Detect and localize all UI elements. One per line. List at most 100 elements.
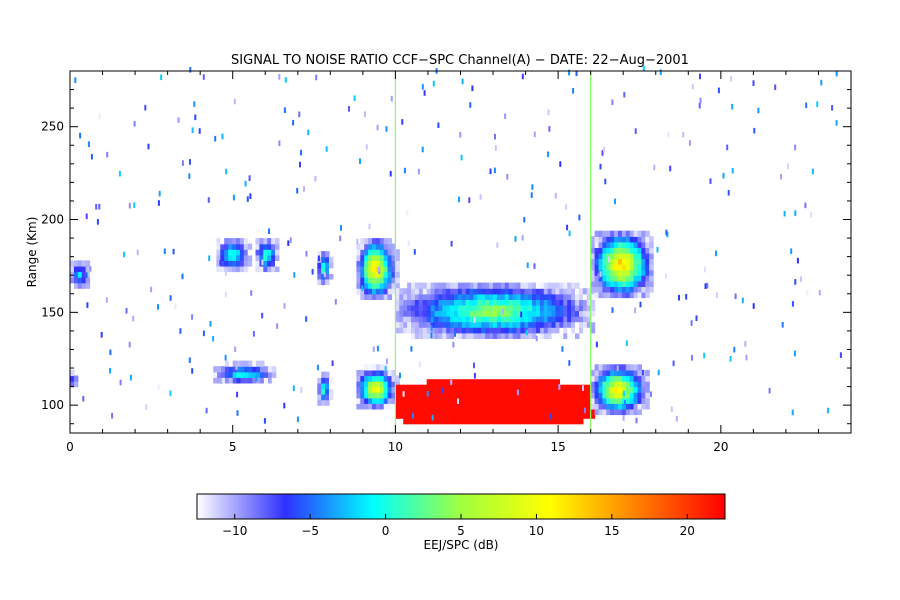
heatmap-cell xyxy=(575,310,580,317)
heatmap-cell xyxy=(426,316,432,323)
heatmap-cell xyxy=(390,95,393,102)
heatmap-cell xyxy=(364,243,369,250)
heatmap-cell xyxy=(217,371,222,378)
heatmap-cell xyxy=(568,69,570,76)
heatmap-cell xyxy=(395,304,400,312)
heatmap-cell xyxy=(500,412,506,419)
heatmap-cell xyxy=(256,371,261,378)
heatmap-cell xyxy=(489,327,494,334)
heatmap-cell xyxy=(379,364,385,371)
heatmap-region-echo-upper-5.7 xyxy=(255,238,280,273)
heatmap-cell xyxy=(383,381,389,388)
heatmap-cell xyxy=(244,180,247,187)
heatmap-cell xyxy=(457,418,463,425)
heatmap-cell xyxy=(299,161,301,168)
heatmap-cell xyxy=(321,278,326,286)
heatmap-cell xyxy=(128,202,131,209)
heatmap-cell xyxy=(450,390,455,397)
heatmap-cell xyxy=(263,371,269,378)
heatmap-cell xyxy=(563,293,568,300)
heatmap-cell xyxy=(625,252,631,260)
heatmap-cell xyxy=(438,418,443,425)
heatmap-cell xyxy=(438,288,443,295)
heatmap-cell xyxy=(235,364,238,370)
heatmap-cell xyxy=(383,392,389,399)
heatmap-cell xyxy=(800,276,802,282)
heatmap-cell xyxy=(508,327,514,334)
heatmap-cell xyxy=(504,401,510,408)
heatmap-cell xyxy=(364,254,369,261)
heatmap-cell xyxy=(520,379,525,386)
heatmap-cells xyxy=(70,65,842,433)
heatmap-cell xyxy=(524,310,529,317)
heatmap-cell xyxy=(575,316,580,323)
heatmap-cell xyxy=(442,321,447,328)
heatmap-cell xyxy=(438,401,443,408)
heatmap-cell xyxy=(70,265,75,273)
heatmap-cell xyxy=(465,407,471,414)
heatmap-cell xyxy=(430,327,436,334)
heatmap-cell xyxy=(422,384,428,391)
heatmap-cell xyxy=(810,211,813,218)
heatmap-cell xyxy=(567,316,572,323)
heatmap-cell xyxy=(675,416,678,422)
heatmap-cell xyxy=(539,288,545,295)
heatmap-cell xyxy=(621,236,627,243)
heatmap-cell xyxy=(220,243,225,250)
heatmap-cell xyxy=(637,230,642,237)
heatmap-cell xyxy=(524,395,529,403)
heatmap-cell xyxy=(395,390,400,397)
heatmap-cell xyxy=(77,271,83,278)
heatmap-cell xyxy=(292,119,295,126)
heatmap-cell xyxy=(239,254,245,261)
heatmap-cell xyxy=(442,327,447,334)
heatmap-cell xyxy=(606,369,611,377)
heatmap-cell xyxy=(457,398,459,404)
heatmap-cell xyxy=(539,412,545,419)
heatmap-cell xyxy=(602,275,607,282)
heatmap-cell xyxy=(399,316,404,323)
heatmap-cell xyxy=(329,394,334,401)
heatmap-cell xyxy=(446,288,451,295)
heatmap-cell xyxy=(524,282,529,289)
heatmap-cell xyxy=(90,153,93,160)
heatmap-cell xyxy=(228,249,233,256)
heatmap-cell xyxy=(275,254,280,261)
heatmap-cell xyxy=(267,265,272,273)
heatmap-cell xyxy=(528,304,533,312)
heatmap-cell xyxy=(536,293,541,300)
heatmap-cell xyxy=(551,321,557,328)
heatmap-cell xyxy=(599,163,602,170)
heatmap-cell xyxy=(461,384,467,391)
heatmap-cell xyxy=(629,247,635,254)
heatmap-cell xyxy=(551,310,557,317)
heatmap-cell xyxy=(579,327,584,334)
heatmap-cell xyxy=(95,204,98,210)
heatmap-cell xyxy=(637,397,642,404)
heatmap-cell xyxy=(610,397,615,404)
heatmap-cell xyxy=(504,299,510,306)
heatmap-cell xyxy=(430,401,436,408)
heatmap-cell xyxy=(586,412,592,419)
heatmap-cell xyxy=(614,241,619,248)
x-tick-label: 5 xyxy=(229,440,237,454)
heatmap-cell xyxy=(516,321,521,328)
heatmap-cell xyxy=(98,113,101,120)
heatmap-cell xyxy=(276,323,279,329)
heatmap-cell xyxy=(504,379,510,386)
heatmap-cell xyxy=(438,332,443,339)
heatmap-cell xyxy=(465,316,471,323)
heatmap-cell xyxy=(432,80,435,87)
heatmap-cell xyxy=(438,379,443,386)
heatmap-cell xyxy=(418,304,424,312)
heatmap-cell xyxy=(261,312,264,319)
heatmap-cell xyxy=(543,310,549,317)
heatmap-cell xyxy=(610,291,615,299)
heatmap-cell xyxy=(267,260,272,267)
heatmap-cell xyxy=(248,360,253,367)
heatmap-cell xyxy=(317,382,322,390)
heatmap-cell xyxy=(590,316,596,323)
heatmap-cell xyxy=(457,407,463,414)
heatmap-cell xyxy=(426,321,432,328)
heatmap-cell xyxy=(368,293,373,300)
